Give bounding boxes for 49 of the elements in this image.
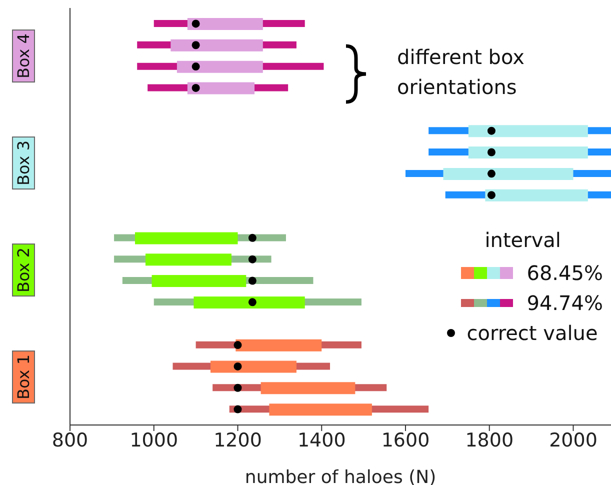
x-tick-label: 1800 [465,429,514,452]
bar [152,275,246,288]
bar [176,60,263,73]
text: Box 2 [12,244,35,297]
text: Box 3 [12,136,35,190]
bar [145,254,232,266]
point [487,170,496,178]
bar [187,82,255,94]
point [234,341,242,350]
point [234,405,242,414]
bar [210,360,296,373]
point [192,20,200,28]
legend-title: interval [484,228,562,252]
bar [170,39,263,52]
point [248,234,256,242]
legend-label: 68.45% [526,261,603,285]
bar [187,18,263,30]
x-tick-label: 800 [52,429,88,452]
point [248,255,256,264]
text: Box 1 [12,350,35,404]
x-tick-label: 1400 [297,429,346,452]
x-axis-title: number of haloes (N) [244,467,436,485]
bar [485,189,588,202]
bar [194,296,305,308]
point [487,148,496,156]
point [192,62,200,71]
point [234,384,242,392]
bar [135,232,238,244]
x-tick-label: 1000 [130,429,178,452]
bar [468,146,588,159]
point [248,298,256,306]
bar [236,339,322,352]
bar [260,382,356,394]
legend-label: correct value [466,321,598,345]
x-tick-label: 1600 [381,429,430,452]
text: Box 4 [12,29,35,82]
point [487,126,496,135]
point [234,362,242,370]
point [487,191,496,200]
annotation: different box orientations [397,44,526,101]
legend-label: 94.74% [526,291,603,315]
point [192,41,200,50]
bar [468,125,588,138]
bar [443,168,574,180]
bar [269,404,372,416]
x-tick-label: 2000 [549,429,598,452]
point [192,84,200,92]
x-tick-label: 1200 [214,429,262,452]
point [248,276,256,285]
